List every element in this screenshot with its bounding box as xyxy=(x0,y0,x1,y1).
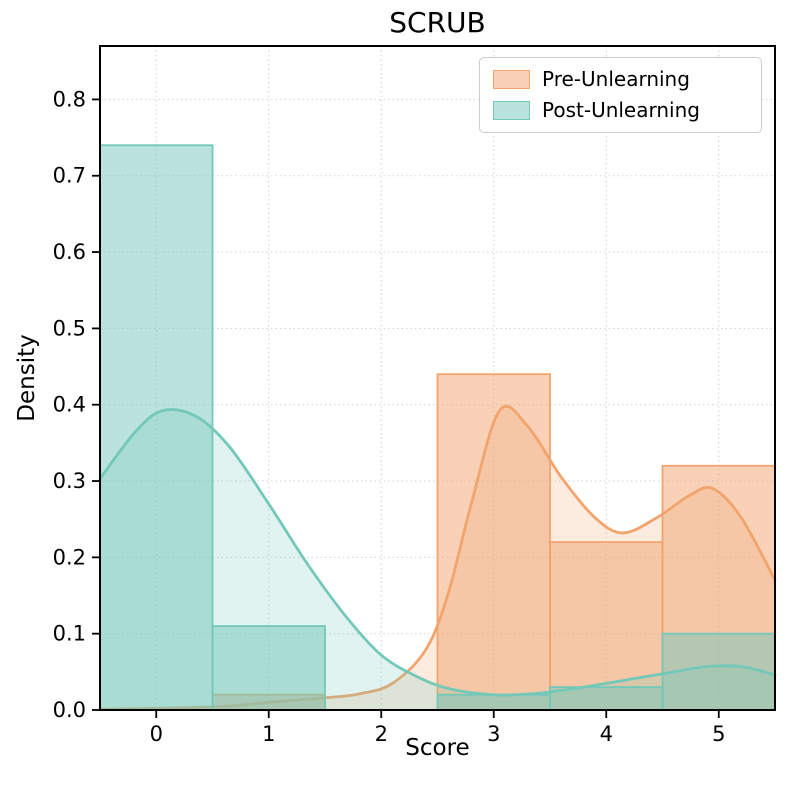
kde-fill-post-unlearning xyxy=(100,409,775,710)
x-axis-label: Score xyxy=(405,735,470,761)
y-tick-label: 0.8 xyxy=(53,87,86,111)
legend-item: Pre-Unlearning xyxy=(493,68,748,91)
y-tick-label: 0.0 xyxy=(53,698,86,722)
x-tick-label: 1 xyxy=(262,722,275,746)
kde-line-post-unlearning xyxy=(98,408,777,697)
legend: Pre-Unlearning Post-Unlearning xyxy=(479,57,762,133)
kde-fill-pre-unlearning xyxy=(100,406,775,710)
y-tick-label: 0.1 xyxy=(53,622,86,646)
x-tick-label: 2 xyxy=(375,722,388,746)
x-tick-label: 5 xyxy=(712,722,725,746)
y-tick-label: 0.5 xyxy=(53,316,86,340)
chart-title: SCRUB xyxy=(389,6,486,39)
legend-label-pre-unlearning: Pre-Unlearning xyxy=(542,67,690,91)
legend-swatch-pre-unlearning xyxy=(493,70,530,89)
legend-swatch-post-unlearning xyxy=(493,101,530,120)
y-axis-label: Density xyxy=(14,334,40,422)
y-tick-label: 0.4 xyxy=(53,393,86,417)
legend-item: Post-Unlearning xyxy=(493,99,748,122)
y-tick-label: 0.6 xyxy=(53,240,86,264)
y-tick-label: 0.3 xyxy=(53,469,86,493)
y-tick-label: 0.2 xyxy=(53,545,86,569)
hist-bar-pre-unlearning xyxy=(436,373,551,711)
axes-spines xyxy=(99,45,776,711)
x-tick-label: 3 xyxy=(487,722,500,746)
x-tick-label: 0 xyxy=(150,722,163,746)
legend-label-post-unlearning: Post-Unlearning xyxy=(542,98,700,122)
hist-bar-post-unlearning xyxy=(99,144,214,711)
x-tick-label: 4 xyxy=(600,722,613,746)
y-tick-label: 0.7 xyxy=(53,164,86,188)
